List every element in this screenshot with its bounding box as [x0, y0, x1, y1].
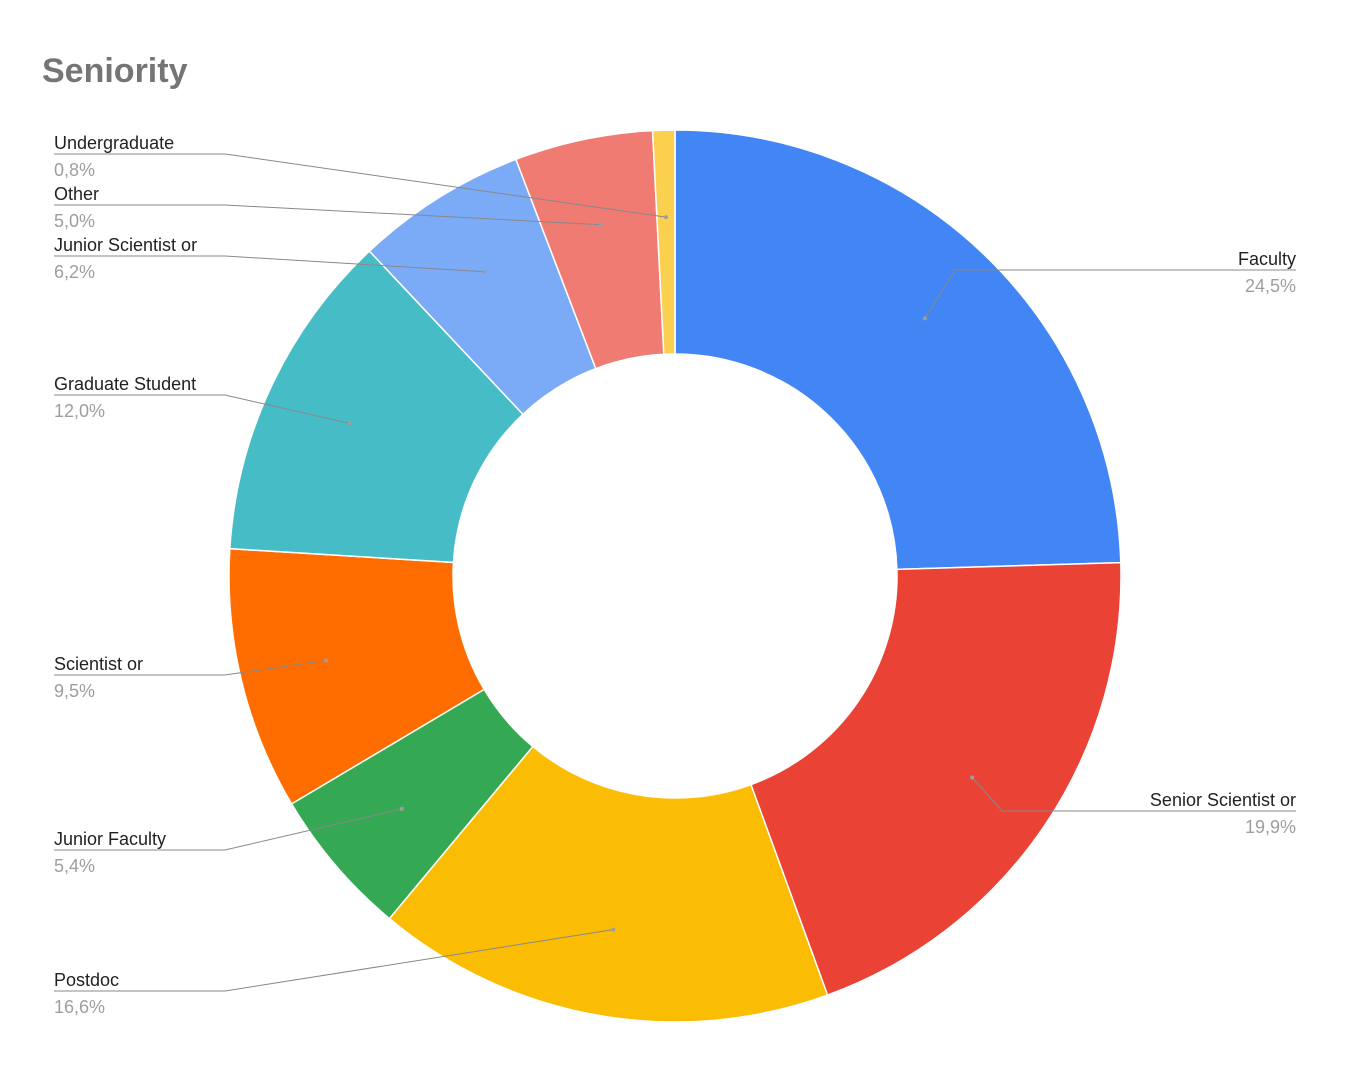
slice-value-postdoc: 16,6%: [54, 997, 105, 1017]
slice-value-other: 5,0%: [54, 211, 95, 231]
leader-dot-undergraduate: [663, 215, 668, 220]
slice-value-scientist-or: 9,5%: [54, 681, 95, 701]
slice-faculty: [674, 129, 1122, 571]
leader-line-postdoc: [54, 929, 614, 992]
slice-senior-scientist-or: [749, 561, 1122, 997]
leader-dot-graduate-student: [347, 421, 352, 426]
leader-dot-postdoc: [611, 927, 616, 932]
leader-dot-other: [599, 222, 604, 227]
slice-graduate-student: [229, 250, 524, 564]
slice-label-scientist-or: Scientist or: [54, 654, 143, 674]
donut-slices: [228, 129, 1122, 1023]
chart-title: Seniority: [42, 52, 188, 90]
leader-dot-senior-scientist-or: [970, 775, 975, 780]
leader-dot-scientist-or: [324, 658, 329, 663]
leader-line-undergraduate: [54, 153, 667, 218]
slice-postdoc: [388, 745, 829, 1023]
leader-line-junior-scientist-or: [54, 255, 485, 273]
slice-value-junior-scientist-or: 6,2%: [54, 262, 95, 282]
slice-label-graduate-student: Graduate Student: [54, 374, 196, 394]
slice-label-senior-scientist-or: Senior Scientist or: [1150, 790, 1296, 810]
slice-label-faculty: Faculty: [1238, 249, 1296, 269]
slice-undergraduate: [651, 129, 676, 356]
leader-line-junior-faculty: [54, 808, 402, 851]
leader-line-senior-scientist-or: [971, 777, 1296, 812]
leader-line-graduate-student: [54, 394, 351, 425]
slice-value-junior-faculty: 5,4%: [54, 856, 95, 876]
slice-value-graduate-student: 12,0%: [54, 401, 105, 421]
slice-label-undergraduate: Undergraduate: [54, 133, 174, 153]
leader-line-other: [54, 204, 602, 226]
slice-label-postdoc: Postdoc: [54, 970, 119, 990]
leader-dot-junior-faculty: [399, 806, 404, 811]
slice-value-undergraduate: 0,8%: [54, 160, 95, 180]
slice-labels: Faculty 24,5% Senior Scientist or 19,9% Post…: [54, 133, 1296, 1017]
slice-label-junior-faculty: Junior Faculty: [54, 829, 166, 849]
leader-dot-faculty: [923, 316, 928, 321]
leader-line-faculty: [924, 269, 1296, 319]
slice-value-faculty: 24,5%: [1245, 276, 1296, 296]
slice-label-other: Other: [54, 184, 99, 204]
leader-line-scientist-or: [54, 659, 327, 676]
leader-dot-junior-scientist-or: [482, 269, 487, 274]
slice-scientist-or: [228, 547, 486, 805]
leader-lines: [54, 153, 1296, 992]
slice-value-senior-scientist-or: 19,9%: [1245, 817, 1296, 837]
slice-label-junior-scientist-or: Junior Scientist or: [54, 235, 197, 255]
